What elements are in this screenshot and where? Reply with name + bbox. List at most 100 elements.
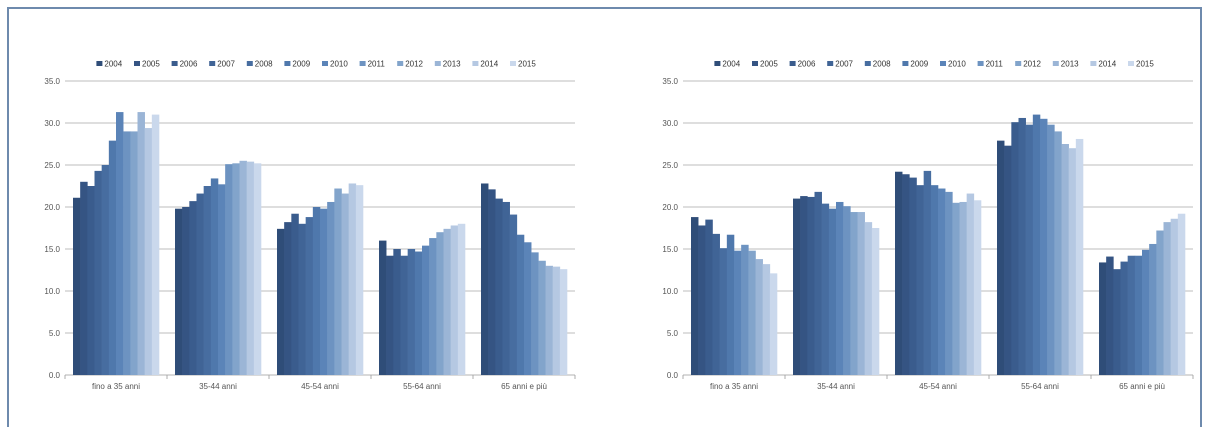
legend-label-2014: 2014 [480, 60, 498, 69]
bar-2011-1 [123, 131, 131, 375]
y-tick-label: 0.0 [49, 371, 61, 380]
bar-2006-3 [909, 177, 917, 375]
bar-2015-2 [871, 228, 880, 375]
bar-2006-4 [1011, 122, 1019, 375]
bar-2015-3 [355, 185, 364, 375]
y-tick-label: 35.0 [662, 77, 678, 86]
bar-2015-5 [1177, 213, 1186, 375]
bar-2006-2 [807, 196, 815, 375]
bar-2011-2 [225, 164, 233, 375]
bar-2014-3 [966, 193, 975, 375]
bar-2008-5 [1127, 255, 1136, 375]
legend-swatch-2013 [434, 61, 441, 66]
bar-2013-4 [1061, 144, 1069, 375]
bar-2008-1 [719, 248, 728, 375]
legend-swatch-2008 [864, 61, 871, 66]
bar-2010-4 [1040, 118, 1048, 376]
bar-2006-3 [291, 213, 299, 375]
legend-swatch-2015 [1128, 61, 1134, 66]
bar-2004-4 [379, 240, 387, 375]
y-tick-label: 15.0 [662, 245, 678, 254]
bar-2005-5 [488, 189, 496, 375]
legend-swatch-2009 [284, 61, 291, 66]
bar-2014-1 [144, 128, 153, 375]
bar-2009-3 [312, 207, 321, 375]
bar-2014-5 [552, 266, 561, 375]
y-tick-label: 10.0 [44, 287, 60, 296]
bar-2004-3 [277, 228, 285, 375]
bar-2013-2 [239, 160, 247, 375]
bar-2007-5 [1120, 261, 1128, 375]
bar-2010-3 [938, 188, 946, 375]
bar-2008-1 [101, 165, 110, 375]
bar-2006-5 [1113, 269, 1121, 375]
bar-2011-4 [1047, 124, 1055, 376]
bar-2008-5 [509, 214, 518, 375]
x-tick-label: 55-64 anni [403, 382, 441, 391]
bar-2010-4 [422, 245, 430, 375]
bar-2015-4 [457, 223, 466, 375]
bar-2012-3 [334, 188, 342, 375]
bar-2013-3 [341, 193, 349, 375]
bar-2009-4 [1032, 114, 1041, 375]
legend-swatch-2009 [902, 61, 909, 66]
bar-2005-4 [386, 255, 394, 375]
bar-2005-3 [284, 222, 292, 375]
legend-label-2008: 2008 [255, 60, 273, 69]
bar-2015-1 [769, 273, 778, 375]
y-tick-label: 30.0 [662, 119, 678, 128]
legend-label-2007: 2007 [835, 60, 853, 69]
bar-2004-1 [73, 197, 81, 375]
bar-2004-5 [1099, 262, 1107, 375]
legend-swatch-2014 [472, 61, 479, 66]
bar-2004-2 [175, 208, 183, 375]
legend-label-2011: 2011 [368, 60, 386, 69]
x-tick-label: fino a 35 anni [92, 382, 140, 391]
y-tick-label: 5.0 [667, 329, 679, 338]
legend-swatch-2013 [1052, 61, 1059, 66]
bar-2009-1 [108, 140, 117, 375]
legend-label-2006: 2006 [798, 60, 816, 69]
bar-2013-2 [857, 212, 865, 375]
legend-swatch-2010 [940, 61, 946, 66]
bar-2010-5 [524, 242, 532, 375]
legend-label-2014: 2014 [1098, 60, 1116, 69]
bar-2004-3 [895, 171, 903, 375]
legend-swatch-2012 [1015, 61, 1022, 66]
bar-2008-3 [923, 170, 932, 375]
legend-swatch-2005 [134, 61, 140, 66]
bar-2014-2 [246, 161, 255, 375]
bar-2007-1 [94, 170, 102, 375]
legend-swatch-2006 [171, 61, 178, 66]
bar-2009-5 [516, 234, 525, 375]
bar-2009-1 [726, 234, 735, 375]
legend-label-2015: 2015 [1136, 60, 1154, 69]
y-tick-label: 10.0 [662, 287, 678, 296]
bar-2014-1 [762, 264, 771, 375]
bar-2010-3 [320, 208, 328, 375]
x-tick-label: fino a 35 anni [710, 382, 758, 391]
bar-2006-2 [189, 201, 197, 375]
x-tick-label: 35-44 anni [817, 382, 855, 391]
bar-2007-2 [196, 193, 204, 375]
bar-2005-3 [902, 174, 910, 375]
chart-right: 2004 2005 2006 2007 2008 2009 2010 2011 2012 2013… [662, 60, 1194, 391]
y-tick-label: 15.0 [44, 245, 60, 254]
bar-2011-5 [1149, 243, 1157, 375]
legend-swatch-2008 [246, 61, 253, 66]
bar-2014-4 [1068, 148, 1077, 375]
bar-2005-2 [182, 207, 190, 375]
bar-2014-5 [1170, 218, 1179, 375]
x-tick-label: 45-54 anni [919, 382, 957, 391]
legend-swatch-2004 [96, 61, 103, 66]
bar-2013-4 [443, 228, 451, 375]
bar-2015-5 [559, 269, 568, 375]
bar-2012-2 [232, 163, 240, 375]
y-tick-label: 20.0 [662, 203, 678, 212]
legend-label-2004: 2004 [104, 60, 122, 69]
legend-label-2010: 2010 [330, 60, 348, 69]
bar-2012-2 [850, 212, 858, 375]
bar-2012-5 [538, 260, 546, 375]
bar-2005-1 [698, 225, 706, 375]
bar-2011-4 [429, 238, 437, 375]
